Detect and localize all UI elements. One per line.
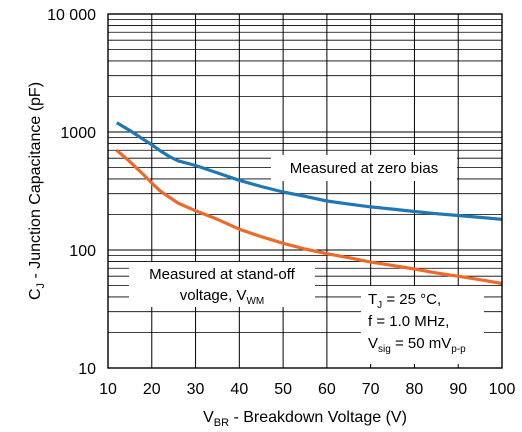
condition-line: TJ = 25 °C, [368,291,441,311]
y-tick-label: 10 000 [47,7,96,24]
x-tick-label: 100 [489,381,516,398]
conditions-box: TJ = 25 °C, f = 1.0 MHz, Vsig = 50 mVp-p [361,286,484,364]
x-tick-label: 40 [230,381,248,398]
series-line-zero-bias [115,121,503,221]
y-tick-label: 100 [69,243,96,260]
series-lines [115,121,503,286]
label-stand-off-line1: Measured at stand-off [149,266,295,283]
y-tick-labels: 10 100 1000 10 000 [47,7,96,378]
x-tick-labels: 10 20 30 40 50 60 70 80 90 100 [99,381,515,398]
plot-border [107,13,503,369]
x-axis-label: VBR - Breakdown Voltage (V) [203,409,407,429]
x-tick-label: 30 [187,381,205,398]
conditions-text: TJ = 25 °C, f = 1.0 MHz, Vsig = 50 mVp-p [368,291,466,355]
condition-line: Vsig = 50 mVp-p [368,335,466,355]
x-tick-label: 10 [99,381,117,398]
annotation-zero-bias: Measured at zero bias [271,155,457,181]
condition-line: f = 1.0 MHz, [368,313,449,330]
x-tick-label: 20 [143,381,161,398]
x-tick-label: 70 [362,381,380,398]
label-stand-off-line2: voltage, VWM [180,287,265,307]
y-axis-label: CJ - Junction Capacitance (pF) [27,82,47,300]
y-tick-label: 1000 [60,125,96,142]
series-line-stand-off [115,149,503,286]
x-tick-label: 60 [318,381,336,398]
x-tick-label: 90 [449,381,467,398]
annotation-stand-off: Measured at stand-off voltage, VWM [129,262,315,307]
y-tick-label: 10 [78,361,96,378]
x-tick-label: 50 [274,381,292,398]
label-zero-bias: Measured at zero bias [290,160,438,177]
x-tick-label: 80 [406,381,424,398]
